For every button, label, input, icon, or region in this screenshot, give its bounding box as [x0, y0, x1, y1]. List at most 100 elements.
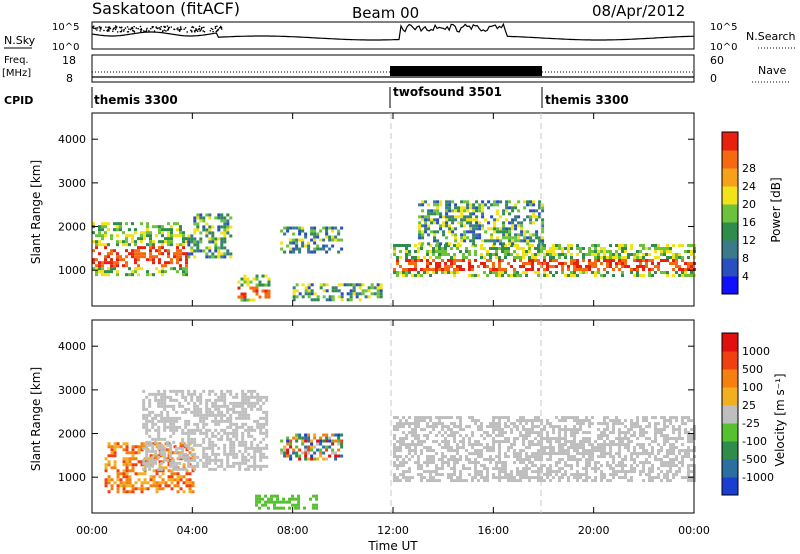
echo-cell: [529, 200, 532, 203]
echo-cell: [603, 476, 606, 479]
echo-cell: [591, 443, 594, 446]
noise-search-point: [115, 29, 117, 31]
echo-cell: [621, 262, 624, 265]
echo-cell: [252, 290, 255, 293]
echo-cell: [519, 452, 522, 455]
noise-search-point: [93, 25, 95, 27]
echo-cell: [223, 429, 226, 432]
echo-cell: [432, 461, 435, 464]
echo-cell: [609, 253, 612, 256]
echo-cell: [220, 414, 223, 417]
echo-cell: [116, 270, 119, 273]
echo-cell: [651, 449, 654, 452]
echo-cell: [211, 252, 214, 255]
echo-cell: [660, 247, 663, 250]
echo-cell: [286, 443, 289, 446]
echo-cell: [199, 459, 202, 462]
echo-cell: [332, 286, 335, 289]
echo-cell: [247, 465, 250, 468]
echo-cell: [98, 234, 101, 237]
echo-cell: [223, 450, 226, 453]
echo-cell: [546, 434, 549, 437]
echo-cell: [323, 283, 326, 286]
echo-cell: [153, 481, 156, 484]
echo-cell: [111, 466, 114, 469]
echo-cell: [454, 215, 457, 218]
echo-cell: [460, 212, 463, 215]
echo-cell: [220, 411, 223, 414]
echo-cell: [326, 283, 329, 286]
echo-cell: [298, 251, 301, 254]
echo-cell: [600, 262, 603, 265]
echo-cell: [669, 437, 672, 440]
echo-cell: [486, 434, 489, 437]
echo-cell: [396, 274, 399, 277]
echo-cell: [173, 234, 176, 237]
echo-cell: [648, 253, 651, 256]
echo-cell: [486, 425, 489, 428]
echo-cell: [334, 239, 337, 242]
echo-cell: [510, 274, 513, 277]
echo-cell: [331, 230, 334, 233]
echo-cell: [687, 274, 690, 277]
echo-cell: [516, 425, 519, 428]
echo-cell: [134, 240, 137, 243]
echo-cell: [672, 452, 675, 455]
echo-cell: [549, 259, 552, 262]
echo-cell: [630, 458, 633, 461]
echo-cell: [316, 458, 319, 461]
echo-cell: [202, 420, 205, 423]
echo-cell: [505, 236, 508, 239]
echo-cell: [514, 233, 517, 236]
echo-cell: [193, 402, 196, 405]
echo-cell: [483, 262, 486, 265]
echo-cell: [190, 237, 193, 240]
echo-cell: [552, 446, 555, 449]
echo-cell: [270, 495, 273, 498]
echo-cell: [681, 461, 684, 464]
echo-cell: [337, 449, 340, 452]
echo-cell: [567, 416, 570, 419]
echo-cell: [214, 417, 217, 420]
echo-cell: [549, 271, 552, 274]
echo-cell: [107, 270, 110, 273]
echo-cell: [517, 233, 520, 236]
echo-cell: [297, 498, 300, 501]
echo-cell: [690, 449, 693, 452]
echo-cell: [163, 450, 166, 453]
echo-cell: [119, 228, 122, 231]
echo-cell: [597, 455, 600, 458]
echo-cell: [576, 479, 579, 482]
echo-cell: [534, 476, 537, 479]
echo-cell: [468, 437, 471, 440]
echo-cell: [176, 246, 179, 249]
noise-search-point: [197, 31, 199, 33]
echo-cell: [504, 416, 507, 419]
echo-cell: [672, 449, 675, 452]
echo-cell: [126, 448, 129, 451]
echo-cell: [475, 209, 478, 212]
echo-cell: [193, 390, 196, 393]
echo-cell: [123, 490, 126, 493]
echo-cell: [196, 228, 199, 231]
echo-cell: [347, 298, 350, 301]
echo-cell: [172, 459, 175, 462]
echo-cell: [453, 461, 456, 464]
power-colorbar-swatch: [722, 222, 738, 241]
echo-cell: [313, 434, 316, 437]
echo-cell: [639, 470, 642, 473]
echo-cell: [350, 292, 353, 295]
echo-cell: [192, 481, 195, 484]
echo-cell: [669, 446, 672, 449]
echo-cell: [417, 250, 420, 253]
echo-cell: [163, 453, 166, 456]
echo-cell: [187, 432, 190, 435]
echo-cell: [319, 452, 322, 455]
echo-cell: [182, 231, 185, 234]
echo-cell: [537, 434, 540, 437]
noise-search-point: [128, 28, 130, 30]
echo-cell: [507, 247, 510, 250]
echo-cell: [612, 425, 615, 428]
echo-cell: [513, 268, 516, 271]
echo-cell: [525, 262, 528, 265]
